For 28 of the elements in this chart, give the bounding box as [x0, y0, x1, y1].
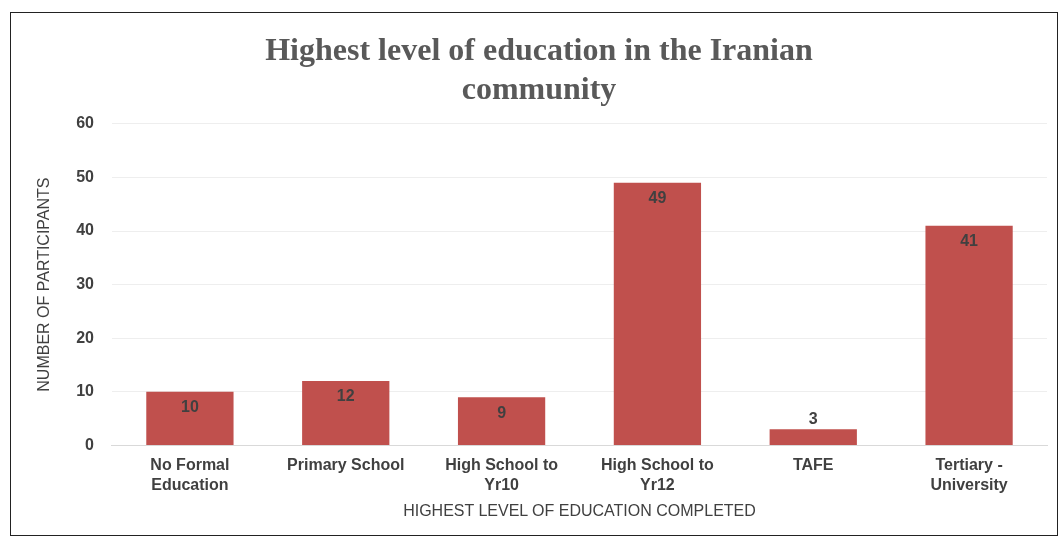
data-label: 3: [808, 409, 818, 427]
bar: [457, 397, 546, 445]
y-tick-label: 40: [76, 221, 95, 239]
x-tick-label: Tertiary - University: [930, 456, 1008, 493]
data-label: 9: [497, 403, 507, 421]
y-tick-label: 60: [76, 114, 95, 132]
y-axis-title: NUMBER OF PARTICIPANTS: [35, 177, 53, 392]
x-tick-label: High School to Yr10: [445, 456, 559, 493]
data-label: 12: [336, 387, 355, 405]
bar: [302, 381, 390, 445]
bar: [613, 182, 702, 445]
y-tick-label: 10: [76, 382, 95, 400]
x-tick-label: No Formal Education: [150, 456, 230, 493]
chart-title: Highest level of education in the Iranian community: [265, 31, 813, 106]
y-tick-label: 20: [76, 328, 95, 346]
y-tick-label: 30: [76, 275, 95, 293]
x-tick-label: High School to Yr12: [600, 456, 715, 493]
x-tick-label: TAFE: [792, 456, 834, 474]
x-axis-title: HIGHEST LEVEL OF EDUCATION COMPLETED: [403, 501, 756, 519]
data-label: 41: [960, 232, 979, 250]
y-tick-label: 50: [76, 167, 95, 185]
x-tick-label: Primary School: [287, 456, 405, 474]
bar: [925, 225, 1013, 445]
bar: [769, 429, 857, 445]
bar: [146, 391, 234, 445]
data-label: 49: [648, 189, 667, 207]
y-tick-label: 0: [85, 435, 95, 453]
data-label: 10: [181, 398, 199, 416]
